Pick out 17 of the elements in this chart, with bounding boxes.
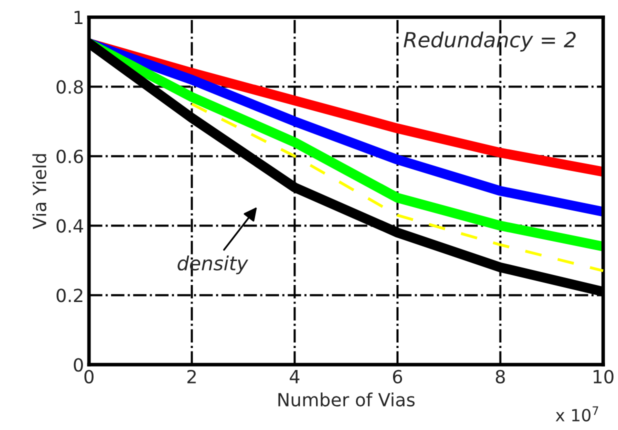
annotation: density <box>178 255 248 274</box>
y-tick-label: 1 <box>74 10 82 24</box>
text: x 10$^{7}$ <box>556 406 598 422</box>
y-tick-label: 0.8 <box>56 80 83 94</box>
x-axis-title: Number of Vias <box>278 392 415 407</box>
annotation: Redundancy = 2 <box>404 31 576 52</box>
y-tick-label: 0.4 <box>56 219 84 233</box>
x-tick-label: 4 <box>290 370 300 384</box>
y-tick-label: 0.6 <box>56 150 83 164</box>
x-tick-label: 10 <box>594 370 614 384</box>
x-tick-label: 2 <box>187 370 196 384</box>
x-tick-label: 6 <box>393 370 402 384</box>
x-tick-label: 8 <box>496 370 505 384</box>
y-axis-title: Via Yield <box>32 154 46 230</box>
y-tick-label: 0.2 <box>56 288 82 302</box>
y-tick-label: 0 <box>74 358 83 372</box>
x-tick-label: 0 <box>84 370 94 384</box>
